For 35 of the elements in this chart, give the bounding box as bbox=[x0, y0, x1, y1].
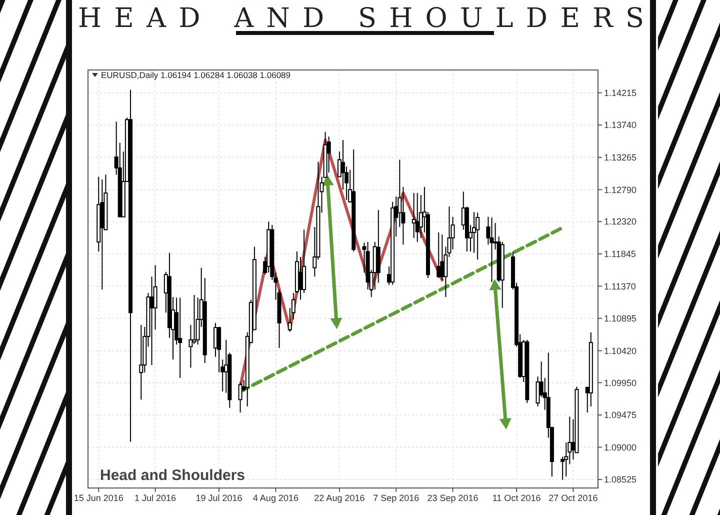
y-tick-label: 1.13265 bbox=[604, 152, 637, 162]
candlestick bbox=[178, 297, 182, 378]
candlestick bbox=[415, 192, 420, 242]
y-tick-label: 1.14215 bbox=[604, 88, 637, 98]
y-tick-label: 1.11370 bbox=[604, 281, 636, 292]
y-tick-label: 1.10895 bbox=[604, 314, 637, 324]
candlestick bbox=[238, 381, 242, 414]
annotation: Head and Shoulders bbox=[100, 467, 246, 484]
y-tick-label: 1.12790 bbox=[604, 184, 637, 195]
x-tick-label: 23 Sep 2016 bbox=[427, 493, 478, 503]
chart-title: HEAD AND SHOULDERS bbox=[78, 3, 644, 34]
x-tick-label: 1 Jul 2016 bbox=[134, 493, 176, 503]
x-tick-label: 22 Aug 2016 bbox=[314, 493, 365, 503]
x-tick-label: 4 Aug 2016 bbox=[252, 493, 298, 503]
candlestick bbox=[490, 216, 494, 283]
y-tick-label: 1.09000 bbox=[604, 442, 637, 452]
candlestick bbox=[150, 276, 154, 366]
y-tick-label: 1.09475 bbox=[604, 410, 637, 420]
x-tick-label: 7 Sep 2016 bbox=[373, 493, 420, 503]
y-tick-label: 1.10420 bbox=[604, 346, 637, 356]
y-tick-label: 1.13740 bbox=[604, 120, 637, 130]
x-tick-label: 15 Jun 2016 bbox=[74, 493, 124, 503]
y-tick-label: 1.12320 bbox=[604, 216, 637, 227]
candlestick bbox=[139, 324, 144, 400]
y-tick-label: 1.09950 bbox=[604, 378, 637, 388]
x-tick-label: 19 Jul 2016 bbox=[196, 493, 242, 503]
candlestick bbox=[412, 192, 416, 238]
annotation: EURUSD,Daily 1.06194 1.06284 1.06038 1.06089 bbox=[101, 70, 291, 80]
x-tick-label: 11 Oct 2016 bbox=[492, 493, 541, 503]
candlestick bbox=[217, 326, 222, 373]
candlestick bbox=[192, 294, 196, 344]
y-tick-label: 1.08525 bbox=[604, 474, 637, 485]
x-tick-label: 27 Oct 2016 bbox=[548, 493, 598, 503]
y-tick-label: 1.11845 bbox=[604, 249, 636, 259]
candlestick bbox=[476, 212, 480, 260]
